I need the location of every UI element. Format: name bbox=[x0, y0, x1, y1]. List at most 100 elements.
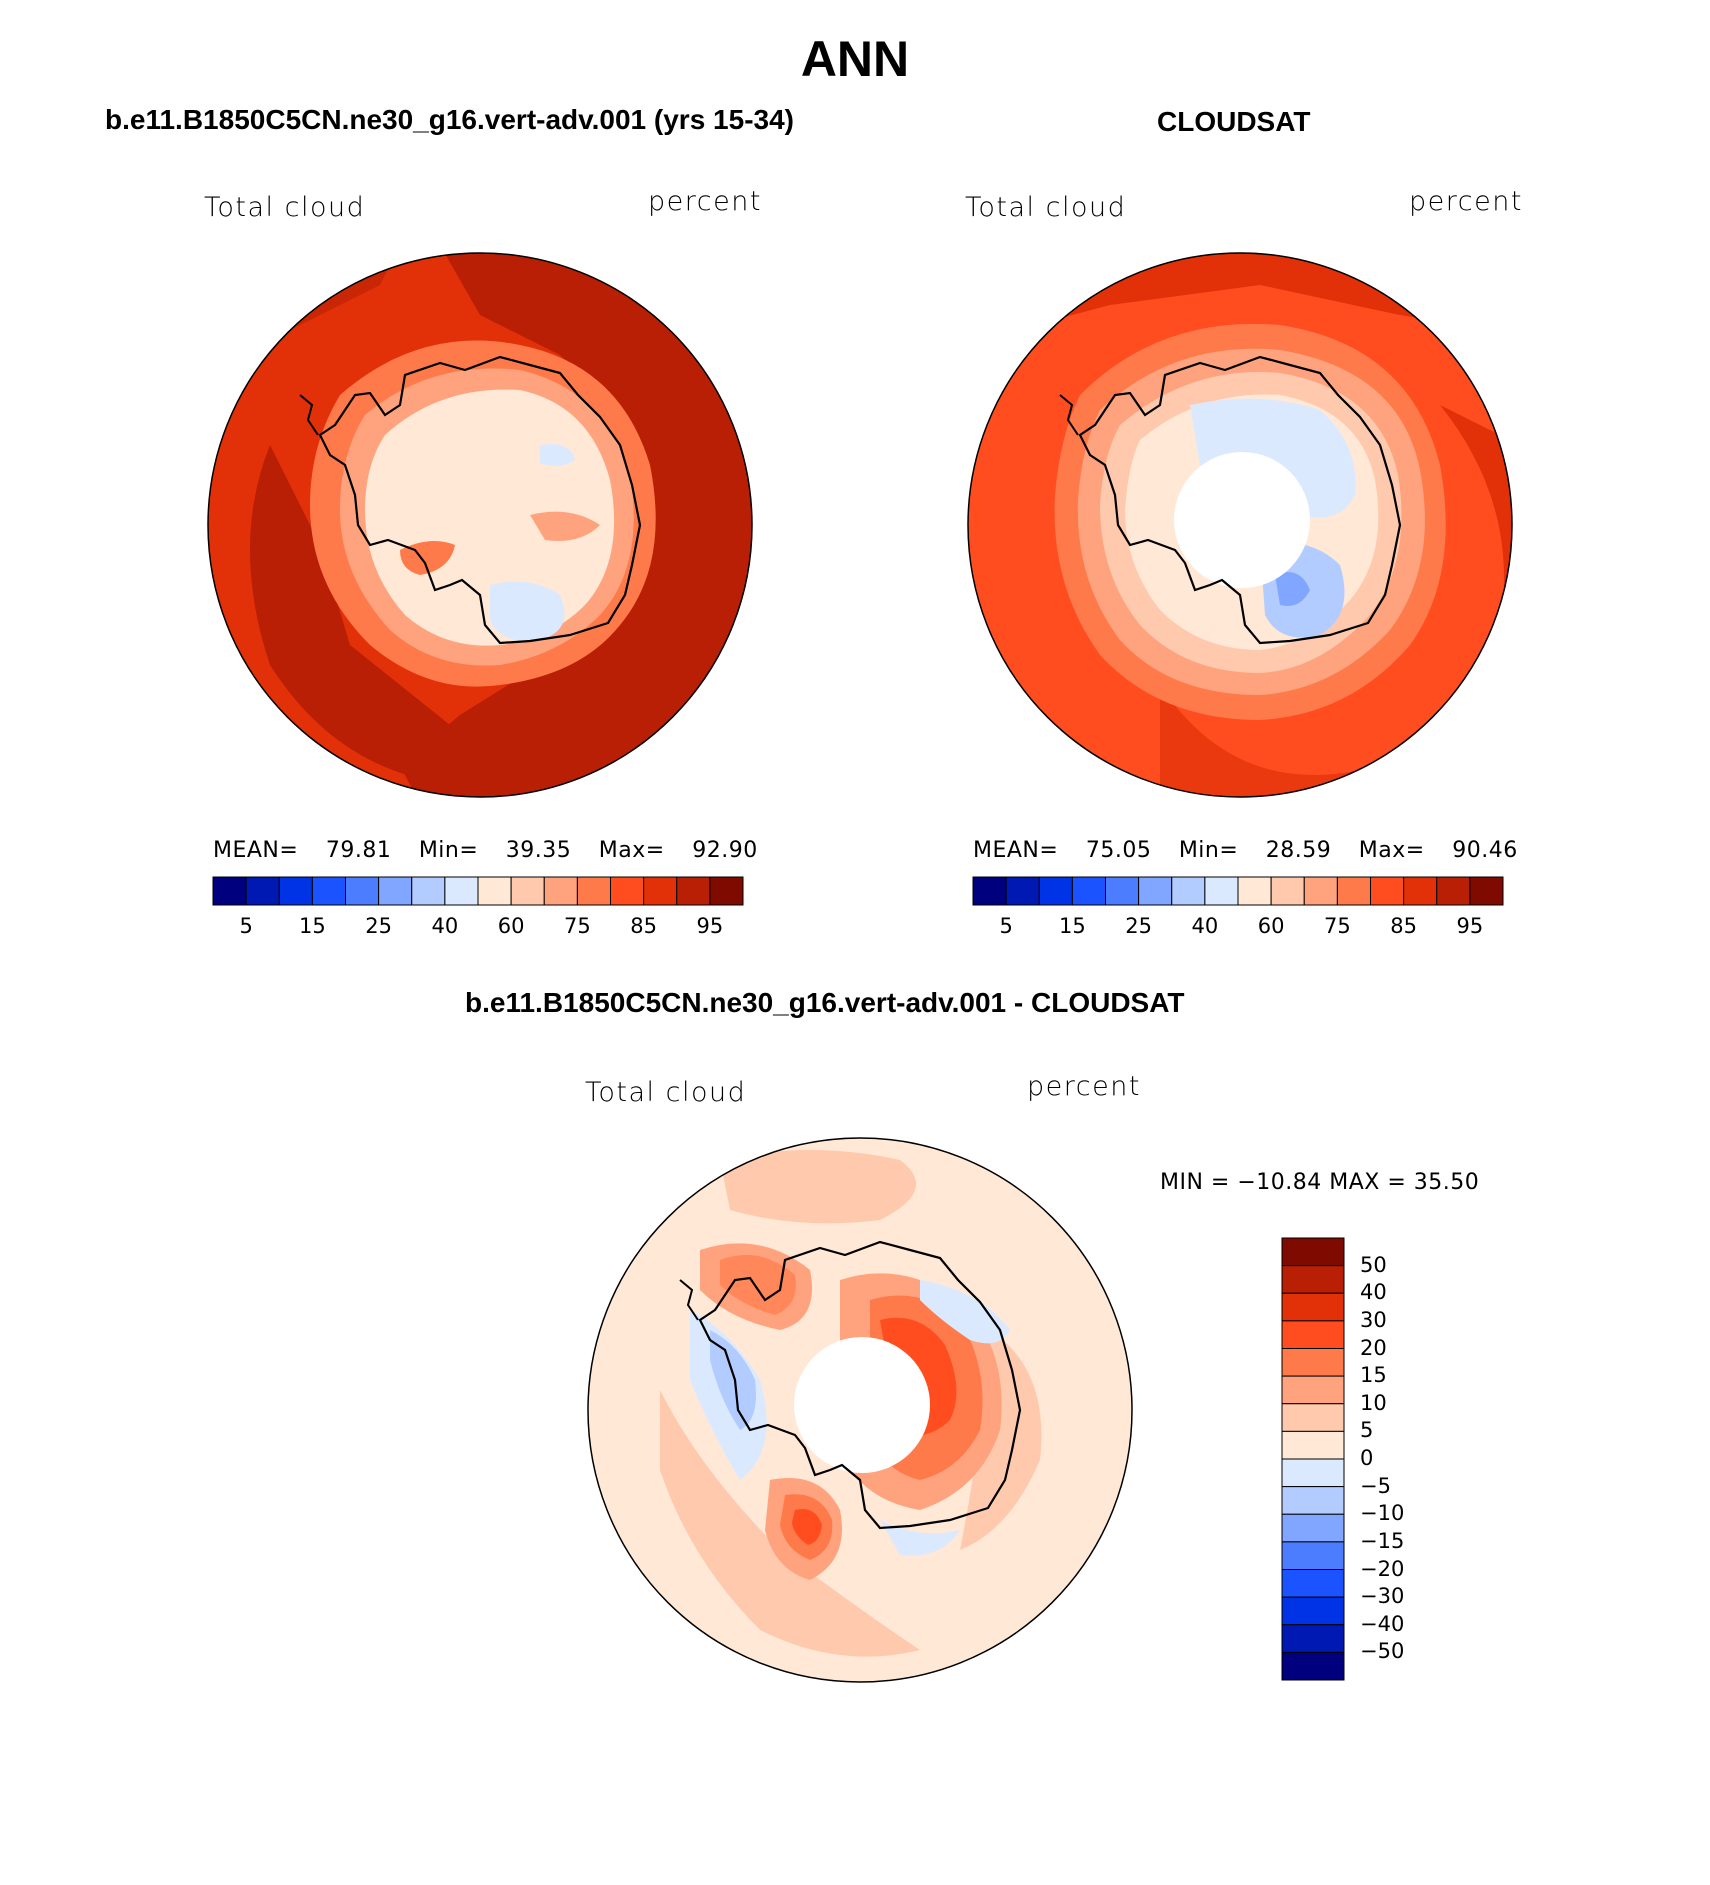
model-right-label: percent bbox=[648, 186, 762, 217]
obs-colorbar-tick-label: 85 bbox=[1390, 914, 1417, 938]
obs-max-value: 90.46 bbox=[1452, 838, 1518, 863]
diff-colorbar-tick-label: 10 bbox=[1360, 1390, 1387, 1415]
diff-colorbar-tick-label: −20 bbox=[1360, 1556, 1405, 1581]
model-max-value: 92.90 bbox=[692, 838, 758, 863]
diff-colorbar-box bbox=[1281, 1320, 1345, 1349]
model-colorbar-box bbox=[311, 876, 346, 906]
diff-colorbar-box bbox=[1281, 1651, 1345, 1681]
obs-left-label: Total cloud bbox=[965, 192, 1127, 223]
diff-colorbar-tick-label: −5 bbox=[1360, 1473, 1391, 1498]
obs-stats-line: MEAN= 75.05 Min= 28.59 Max= 90.46 bbox=[973, 838, 1518, 863]
diff-colorbar-box bbox=[1281, 1403, 1345, 1432]
model-polar-map bbox=[207, 252, 753, 798]
diff-minmax: MIN = −10.84 MAX = 35.50 bbox=[1160, 1170, 1480, 1195]
obs-colorbar-tick-label: 5 bbox=[999, 914, 1013, 938]
model-colorbar-tick-label: 15 bbox=[299, 914, 326, 938]
model-colorbar-box bbox=[709, 876, 744, 906]
diff-colorbar-box bbox=[1281, 1237, 1345, 1267]
obs-colorbar-box bbox=[1469, 876, 1504, 906]
diff-colorbar-box bbox=[1281, 1265, 1345, 1294]
obs-colorbar-tick-label: 40 bbox=[1191, 914, 1219, 938]
obs-colorbar-box bbox=[1204, 876, 1239, 906]
model-mean-label: MEAN= bbox=[213, 838, 299, 863]
diff-colorbar-box bbox=[1281, 1348, 1345, 1377]
model-colorbar-tick-label: 75 bbox=[564, 914, 591, 938]
diff-colorbar-box bbox=[1281, 1569, 1345, 1598]
diff-colorbar-box bbox=[1281, 1430, 1345, 1460]
obs-colorbar-tick-label: 75 bbox=[1324, 914, 1351, 938]
model-mean-value: 79.81 bbox=[325, 838, 392, 863]
model-colorbar-box bbox=[477, 876, 512, 906]
model-colorbar-ticks: 5 15 25 40 60 75 85 95 bbox=[213, 914, 743, 944]
diff-colorbar-tick-label: −30 bbox=[1360, 1584, 1405, 1609]
obs-colorbar-box bbox=[1370, 876, 1405, 906]
obs-max-label: Max= bbox=[1358, 838, 1425, 863]
model-colorbar-box bbox=[411, 876, 446, 906]
diff-colorbar-box bbox=[1281, 1513, 1345, 1543]
obs-colorbar-box bbox=[1038, 876, 1073, 906]
obs-colorbar-box bbox=[972, 876, 1007, 906]
obs-colorbar-tick-label: 25 bbox=[1125, 914, 1152, 938]
diff-colorbar-box bbox=[1281, 1486, 1345, 1515]
obs-colorbar-box bbox=[1403, 876, 1438, 906]
diff-colorbar-tick-label: −10 bbox=[1360, 1501, 1405, 1526]
model-colorbar-tick-label: 95 bbox=[696, 914, 724, 938]
diff-colorbar-ticks: 50 40 30 20 15 10 5 0 −5 −10 −15 −20 −30 −40 −50 bbox=[1360, 1238, 1480, 1680]
diff-colorbar bbox=[1281, 1237, 1345, 1681]
diff-colorbar-tick-label: 30 bbox=[1360, 1307, 1387, 1332]
obs-colorbar-tick-label: 95 bbox=[1456, 914, 1484, 938]
model-colorbar-box bbox=[576, 876, 611, 906]
model-stats-line: MEAN= 79.81 Min= 39.35 Max= 92.90 bbox=[213, 838, 758, 863]
obs-panel-title: CLOUDSAT bbox=[1157, 106, 1311, 137]
diff-colorbar-box bbox=[1281, 1375, 1345, 1405]
diff-colorbar-tick-label: −40 bbox=[1360, 1611, 1405, 1636]
obs-colorbar bbox=[972, 876, 1504, 906]
model-panel-title: b.e11.B1850C5CN.ne30_g16.vert-adv.001 (y… bbox=[105, 104, 794, 135]
diff-colorbar-tick-label: −50 bbox=[1360, 1639, 1405, 1664]
model-colorbar-box bbox=[643, 876, 678, 906]
diff-colorbar-box bbox=[1281, 1292, 1345, 1322]
obs-colorbar-box bbox=[1071, 876, 1106, 906]
diff-right-label: percent bbox=[1027, 1071, 1141, 1102]
model-colorbar-tick-label: 5 bbox=[239, 914, 253, 938]
obs-colorbar-box bbox=[1237, 876, 1272, 906]
model-colorbar-tick-label: 85 bbox=[630, 914, 657, 938]
model-min-value: 39.35 bbox=[505, 838, 572, 863]
diff-colorbar-tick-label: 50 bbox=[1360, 1252, 1387, 1277]
obs-min-value: 28.59 bbox=[1265, 838, 1332, 863]
model-colorbar-tick-label: 25 bbox=[365, 914, 392, 938]
diff-polar-map bbox=[587, 1137, 1133, 1683]
model-colorbar-box bbox=[543, 876, 578, 906]
model-min-label: Min= bbox=[418, 838, 479, 863]
obs-colorbar-box bbox=[1270, 876, 1305, 906]
diff-colorbar-tick-label: 15 bbox=[1360, 1363, 1387, 1388]
model-colorbar-box bbox=[444, 876, 479, 906]
diff-colorbar-box bbox=[1281, 1596, 1345, 1626]
diff-colorbar-tick-label: −15 bbox=[1360, 1528, 1405, 1553]
obs-colorbar-box bbox=[1005, 876, 1040, 906]
diff-colorbar-tick-label: 20 bbox=[1360, 1335, 1387, 1360]
obs-colorbar-box bbox=[1336, 876, 1371, 906]
diff-colorbar-box bbox=[1281, 1458, 1345, 1488]
diff-colorbar-box bbox=[1281, 1624, 1345, 1653]
diff-panel-title: b.e11.B1850C5CN.ne30_g16.vert-adv.001 - … bbox=[465, 987, 1185, 1018]
model-colorbar-tick-label: 40 bbox=[431, 914, 459, 938]
obs-colorbar-box bbox=[1105, 876, 1140, 906]
obs-colorbar-box bbox=[1138, 876, 1173, 906]
model-colorbar-box bbox=[510, 876, 545, 906]
model-colorbar-box bbox=[278, 876, 313, 906]
obs-colorbar-box bbox=[1436, 876, 1471, 906]
model-colorbar-box bbox=[378, 876, 413, 906]
model-colorbar-box bbox=[676, 876, 711, 906]
model-colorbar-box bbox=[212, 876, 247, 906]
obs-min-label: Min= bbox=[1178, 838, 1239, 863]
obs-mean-label: MEAN= bbox=[973, 838, 1059, 863]
diff-colorbar-tick-label: 40 bbox=[1360, 1280, 1387, 1305]
model-colorbar-box bbox=[610, 876, 645, 906]
diff-colorbar-tick-label: 0 bbox=[1360, 1446, 1374, 1470]
model-colorbar-box bbox=[245, 876, 280, 906]
obs-colorbar-box bbox=[1303, 876, 1338, 906]
obs-colorbar-box bbox=[1171, 876, 1206, 906]
main-title: ANN bbox=[800, 31, 910, 87]
obs-mean-value: 75.05 bbox=[1085, 838, 1152, 863]
